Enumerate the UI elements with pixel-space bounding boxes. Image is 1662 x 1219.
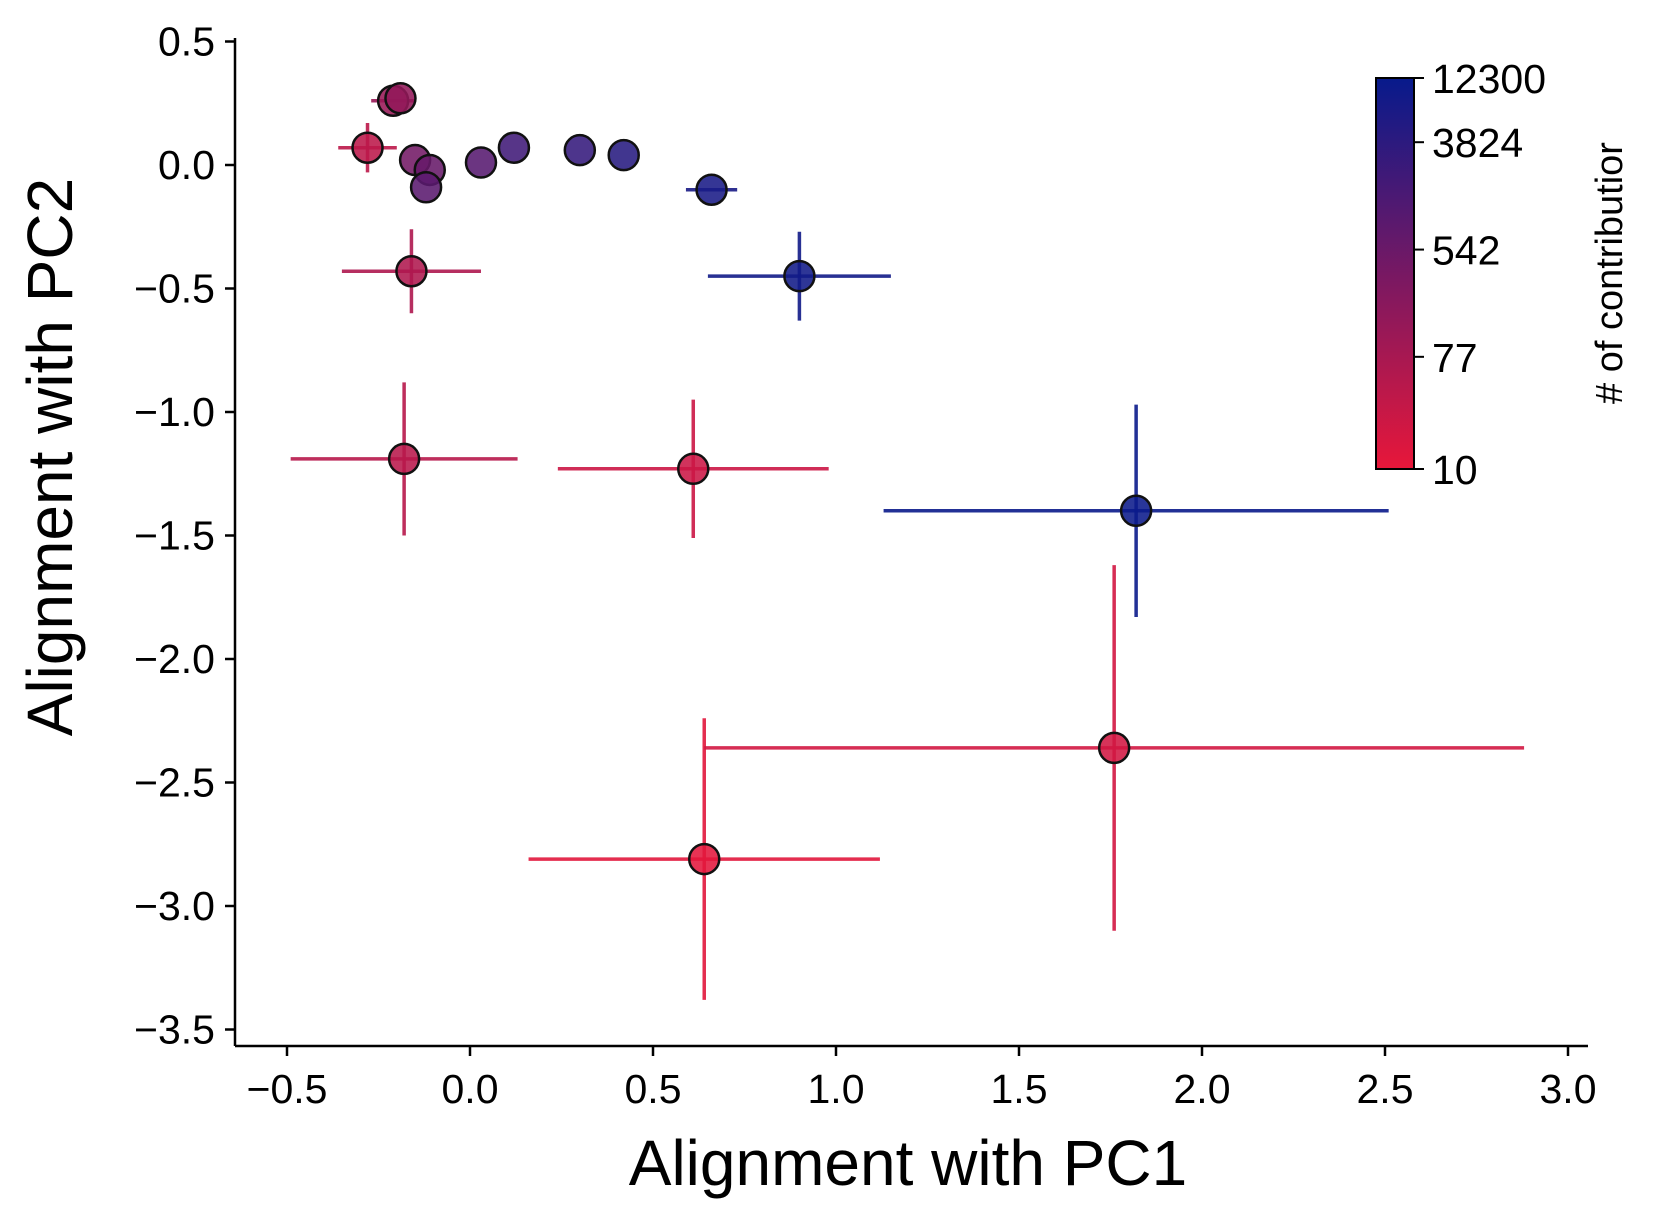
y-tick-label: 0.0 — [158, 142, 215, 188]
colorbar-tick-label: 10 — [1432, 447, 1478, 493]
data-point — [695, 173, 728, 206]
data-point — [395, 254, 428, 288]
y-tick-label: −3.5 — [134, 1007, 215, 1053]
data-point — [1119, 494, 1153, 528]
y-axis-ticks: 0.5 0.0 −0.5 −1.0 −1.5 −2.0 −2.5 −3.0 −3.5 — [134, 19, 235, 1053]
colorbar: 12300 3824 542 77 10 # of contributior — [1375, 56, 1631, 493]
x-axis-title: Alignment with PC1 — [629, 1127, 1187, 1199]
data-point — [783, 259, 816, 293]
data-point — [387, 442, 421, 476]
data-point — [687, 842, 721, 876]
error-bars — [290, 99, 1525, 1000]
x-tick-label: 1.0 — [808, 1066, 865, 1112]
data-point — [464, 146, 498, 179]
x-tick-label: 1.5 — [991, 1066, 1048, 1112]
colorbar-tick-label: 542 — [1432, 228, 1500, 274]
y-tick-label: −0.5 — [134, 266, 215, 312]
x-tick-label: −0.5 — [247, 1066, 328, 1112]
y-axis-title: Alignment with PC2 — [14, 178, 86, 736]
y-tick-label: −1.5 — [134, 513, 215, 559]
data-points — [351, 82, 1153, 876]
colorbar-tick-label: 12300 — [1432, 56, 1546, 102]
y-tick-label: −2.0 — [134, 636, 215, 682]
data-point — [497, 131, 531, 164]
colorbar-ticks: 12300 3824 542 77 10 — [1414, 56, 1546, 493]
colorbar-title: # of contributior — [1589, 142, 1631, 404]
data-point — [607, 138, 640, 172]
data-point — [563, 133, 597, 167]
colorbar-tick-label: 3824 — [1432, 120, 1523, 166]
data-point — [351, 131, 384, 164]
data-point — [1097, 731, 1131, 765]
data-point — [677, 452, 710, 486]
x-tick-label: 2.5 — [1357, 1066, 1414, 1112]
colorbar-tick-label: 77 — [1432, 335, 1478, 381]
y-tick-label: 0.5 — [158, 19, 215, 65]
data-point — [384, 82, 417, 115]
x-axis-ticks: −0.5 0.0 0.5 1.0 1.5 2.0 2.5 3.0 — [247, 1046, 1597, 1112]
colorbar-gradient — [1375, 77, 1415, 470]
x-tick-label: 2.0 — [1174, 1066, 1231, 1112]
y-tick-label: −2.5 — [134, 760, 215, 806]
x-tick-label: 0.5 — [625, 1066, 682, 1112]
y-tick-label: −1.0 — [134, 389, 215, 435]
y-tick-label: −3.0 — [134, 883, 215, 929]
x-tick-label: 0.0 — [442, 1066, 499, 1112]
data-point — [409, 170, 443, 204]
x-tick-label: 3.0 — [1540, 1066, 1597, 1112]
